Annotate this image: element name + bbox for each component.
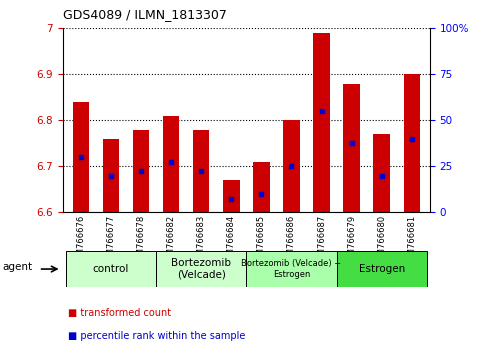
Bar	[72, 102, 89, 212]
Bar	[343, 84, 360, 212]
Point	[227, 196, 235, 201]
FancyBboxPatch shape	[156, 251, 246, 287]
Point	[257, 191, 265, 197]
Point	[378, 173, 385, 178]
Text: agent: agent	[2, 262, 32, 272]
FancyBboxPatch shape	[337, 251, 427, 287]
Bar	[403, 74, 420, 212]
Bar	[133, 130, 149, 212]
Text: Bortezomib
(Velcade): Bortezomib (Velcade)	[171, 258, 231, 280]
FancyBboxPatch shape	[246, 251, 337, 287]
Point	[318, 108, 326, 114]
Text: ■ percentile rank within the sample: ■ percentile rank within the sample	[68, 331, 245, 341]
Bar	[193, 130, 210, 212]
Point	[77, 154, 85, 160]
Bar	[373, 134, 390, 212]
Point	[107, 173, 115, 178]
Bar	[313, 33, 330, 212]
Point	[348, 141, 355, 146]
Text: Estrogen: Estrogen	[358, 264, 405, 274]
Text: control: control	[93, 264, 129, 274]
Bar	[283, 120, 300, 212]
Bar	[103, 139, 119, 212]
FancyBboxPatch shape	[66, 251, 156, 287]
Text: GDS4089 / ILMN_1813307: GDS4089 / ILMN_1813307	[63, 8, 227, 21]
Point	[198, 168, 205, 174]
Bar	[223, 180, 240, 212]
Point	[137, 168, 145, 174]
Text: Bortezomib (Velcade) +
Estrogen: Bortezomib (Velcade) + Estrogen	[242, 259, 341, 279]
Bar	[253, 162, 270, 212]
Text: ■ transformed count: ■ transformed count	[68, 308, 171, 318]
Bar	[163, 116, 179, 212]
Point	[408, 136, 416, 142]
Point	[167, 159, 175, 165]
Point	[287, 164, 295, 169]
